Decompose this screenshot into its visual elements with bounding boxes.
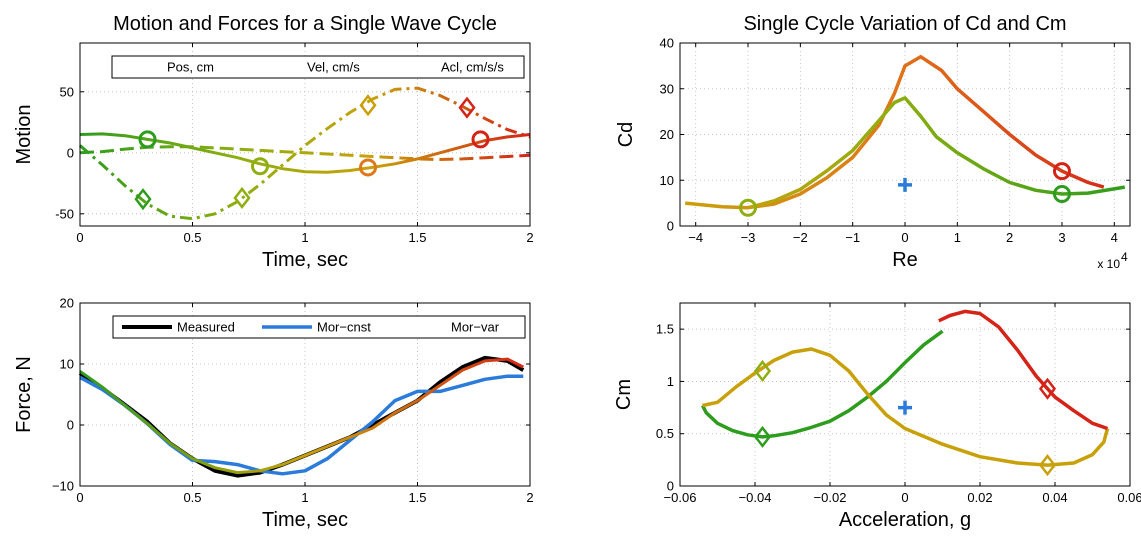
x-multiplier-exponent: 4 <box>1121 250 1128 264</box>
circle-marker <box>138 130 157 149</box>
x-axis-label: Time, sec <box>262 249 348 271</box>
y-axis-label: Cd <box>615 122 637 148</box>
legend-label: Mor−var <box>451 320 500 335</box>
y-tick-label: 1.5 <box>656 322 674 337</box>
x-tick-label: 4 <box>1111 230 1118 245</box>
x-tick-label: 1.5 <box>408 230 426 245</box>
x-tick-label: 0.04 <box>1042 490 1067 505</box>
x-tick-label: 1 <box>954 230 961 245</box>
y-tick-label: 20 <box>660 127 674 142</box>
y-tick-label: 10 <box>660 173 674 188</box>
x-tick-label: 1 <box>301 230 308 245</box>
x-tick-label: −0.06 <box>664 490 697 505</box>
axes-frame <box>79 302 531 487</box>
x-tick-label: 0.02 <box>967 490 992 505</box>
y-tick-label: 50 <box>60 84 74 99</box>
series-line <box>685 54 1105 210</box>
y-axis-label: Motion <box>13 104 35 164</box>
y-tick-label: 40 <box>660 36 674 51</box>
diamond-marker <box>753 425 772 448</box>
chart-title: Single Cycle Variation of Cd and Cm <box>743 13 1066 35</box>
series-line <box>79 357 524 475</box>
y-tick-label: 10 <box>60 357 74 372</box>
x-tick-label: −3 <box>741 230 756 245</box>
diamond-marker <box>1038 454 1057 477</box>
circle-marker <box>471 130 490 149</box>
x-tick-label: −0.04 <box>739 490 772 505</box>
legend-label: Measured <box>177 320 235 335</box>
chart-title: Motion and Forces for a Single Wave Cycl… <box>113 13 497 35</box>
plot-area <box>680 303 1130 486</box>
circle-marker <box>251 157 269 176</box>
x-tick-label: 2 <box>526 230 533 245</box>
legend-label: Acl, cm/s/s <box>441 60 504 75</box>
circle-marker <box>1052 184 1071 203</box>
diamond-marker <box>233 186 251 209</box>
diamond-marker <box>134 188 152 211</box>
legend: Measured Mor−cnst Mor−var <box>112 315 526 339</box>
legend-label: Mor−cnst <box>317 320 371 335</box>
legend-label: Vel, cm/s <box>307 60 360 75</box>
axes-frame <box>679 302 1131 487</box>
plus-marker <box>898 177 912 192</box>
x-tick-label: 1.5 <box>408 490 426 505</box>
y-tick-label: -50 <box>55 206 74 221</box>
y-tick-label: 0 <box>667 219 674 234</box>
y-tick-label: 0 <box>667 479 674 494</box>
series-line <box>747 96 1126 210</box>
circle-marker <box>739 198 758 217</box>
x-tick-label: 0.5 <box>183 490 201 505</box>
y-tick-label: 0.5 <box>656 426 674 441</box>
x-tick-label: −1 <box>845 230 860 245</box>
x-tick-label: 2 <box>1006 230 1013 245</box>
y-axis-label: Force, N <box>13 356 35 433</box>
legend-box <box>111 55 525 79</box>
y-tick-label: −10 <box>52 479 74 494</box>
diamond-marker <box>359 94 377 117</box>
circle-marker <box>359 158 377 177</box>
x-axis-label: Re <box>892 249 918 271</box>
y-tick-label: 1 <box>667 374 674 389</box>
x-axis-label: Acceleration, g <box>839 509 971 531</box>
series-line <box>938 309 1109 431</box>
plus-marker <box>898 400 912 415</box>
x-tick-label: 0.06 <box>1117 490 1141 505</box>
axes-frame <box>79 42 531 227</box>
x-tick-label: 3 <box>1058 230 1065 245</box>
x-tick-label: −4 <box>688 230 703 245</box>
x-tick-label: 0 <box>901 230 908 245</box>
legend-label: Pos, cm <box>167 60 214 75</box>
y-tick-label: 30 <box>660 81 674 96</box>
y-tick-label: 0 <box>67 145 74 160</box>
y-tick-label: 0 <box>67 418 74 433</box>
x-tick-label: 0 <box>76 230 83 245</box>
diamond-marker <box>1038 377 1057 400</box>
diamond-marker <box>753 359 772 383</box>
series-line <box>79 145 531 162</box>
chart-cm: −0.06 −0.04 −0.02 0 0.02 0.04 0.06 0 0.5 1 1.5 Acce… <box>613 302 1141 531</box>
x-tick-label: 0 <box>901 490 908 505</box>
legend-box <box>112 315 526 339</box>
diamond-marker <box>458 96 476 119</box>
series-line <box>700 329 944 439</box>
legend: Pos, cm Vel, cm/s Acl, cm/s/s <box>111 55 525 79</box>
series-line <box>702 347 1110 467</box>
series-line <box>79 86 531 221</box>
x-tick-label: 2 <box>526 490 533 505</box>
y-axis-label: Cm <box>613 379 635 410</box>
x-tick-label: −2 <box>793 230 808 245</box>
x-tick-label: −0.02 <box>814 490 847 505</box>
x-axis-label: Time, sec <box>262 509 348 531</box>
x-tick-label: 1 <box>301 490 308 505</box>
x-tick-label: 0 <box>76 490 83 505</box>
circle-marker <box>1052 162 1071 181</box>
y-tick-label: 20 <box>60 296 74 311</box>
x-tick-label: 0.5 <box>183 230 201 245</box>
x-multiplier: x 10 <box>1097 257 1120 271</box>
axes-frame <box>679 42 1131 227</box>
